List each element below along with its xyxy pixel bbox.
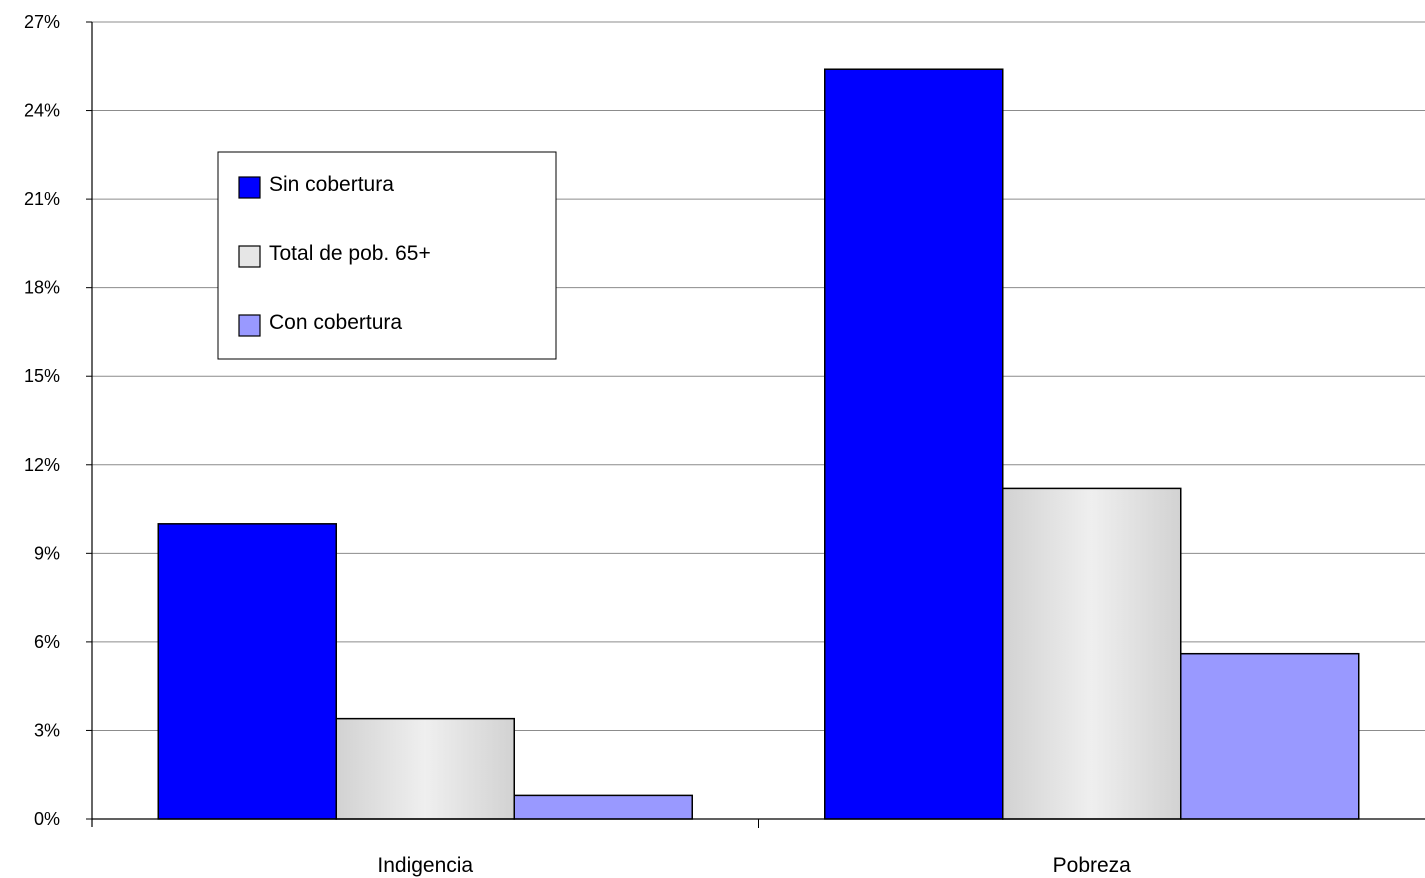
axes xyxy=(86,21,1425,828)
y-tick-labels: 0% 3% 6% 9% 12% 15% 18% 21% 24% 27% xyxy=(24,12,60,829)
legend-swatch xyxy=(238,314,261,337)
legend-label: Total de pob. 65+ xyxy=(269,242,431,265)
legend: Sin cobertura Total de pob. 65+ Con cobert… xyxy=(217,151,557,360)
legend-label: Con cobertura xyxy=(269,311,402,334)
bar-indigencia-total-de-pob-65 xyxy=(335,717,515,820)
bar-pobreza-total-de-pob-65 xyxy=(1002,487,1182,820)
bars xyxy=(157,68,1360,820)
bar-pobreza-sin-cobertura xyxy=(824,68,1004,820)
y-tick-label: 27% xyxy=(24,12,60,32)
y-tick-label: 21% xyxy=(24,189,60,209)
bar-indigencia-sin-cobertura xyxy=(157,523,337,820)
legend-swatch xyxy=(238,245,261,268)
category-label-indigencia: Indigencia xyxy=(377,854,473,877)
y-tick-label: 0% xyxy=(34,809,60,829)
legend-box xyxy=(217,151,557,360)
y-tick-label: 18% xyxy=(24,278,60,298)
y-tick-label: 12% xyxy=(24,455,60,475)
y-tick-label: 9% xyxy=(34,543,60,563)
category-label-pobreza: Pobreza xyxy=(1053,854,1132,877)
y-tick-label: 24% xyxy=(24,101,60,121)
bar-pobreza-con-cobertura xyxy=(1180,652,1360,820)
bar-indigencia-con-cobertura xyxy=(513,794,693,820)
legend-swatch xyxy=(238,176,261,199)
y-tick-label: 6% xyxy=(34,632,60,652)
y-tick-label: 3% xyxy=(34,720,60,740)
category-labels: Indigencia Pobreza xyxy=(377,854,1131,877)
legend-label: Sin cobertura xyxy=(269,173,394,196)
y-tick-label: 15% xyxy=(24,366,60,386)
